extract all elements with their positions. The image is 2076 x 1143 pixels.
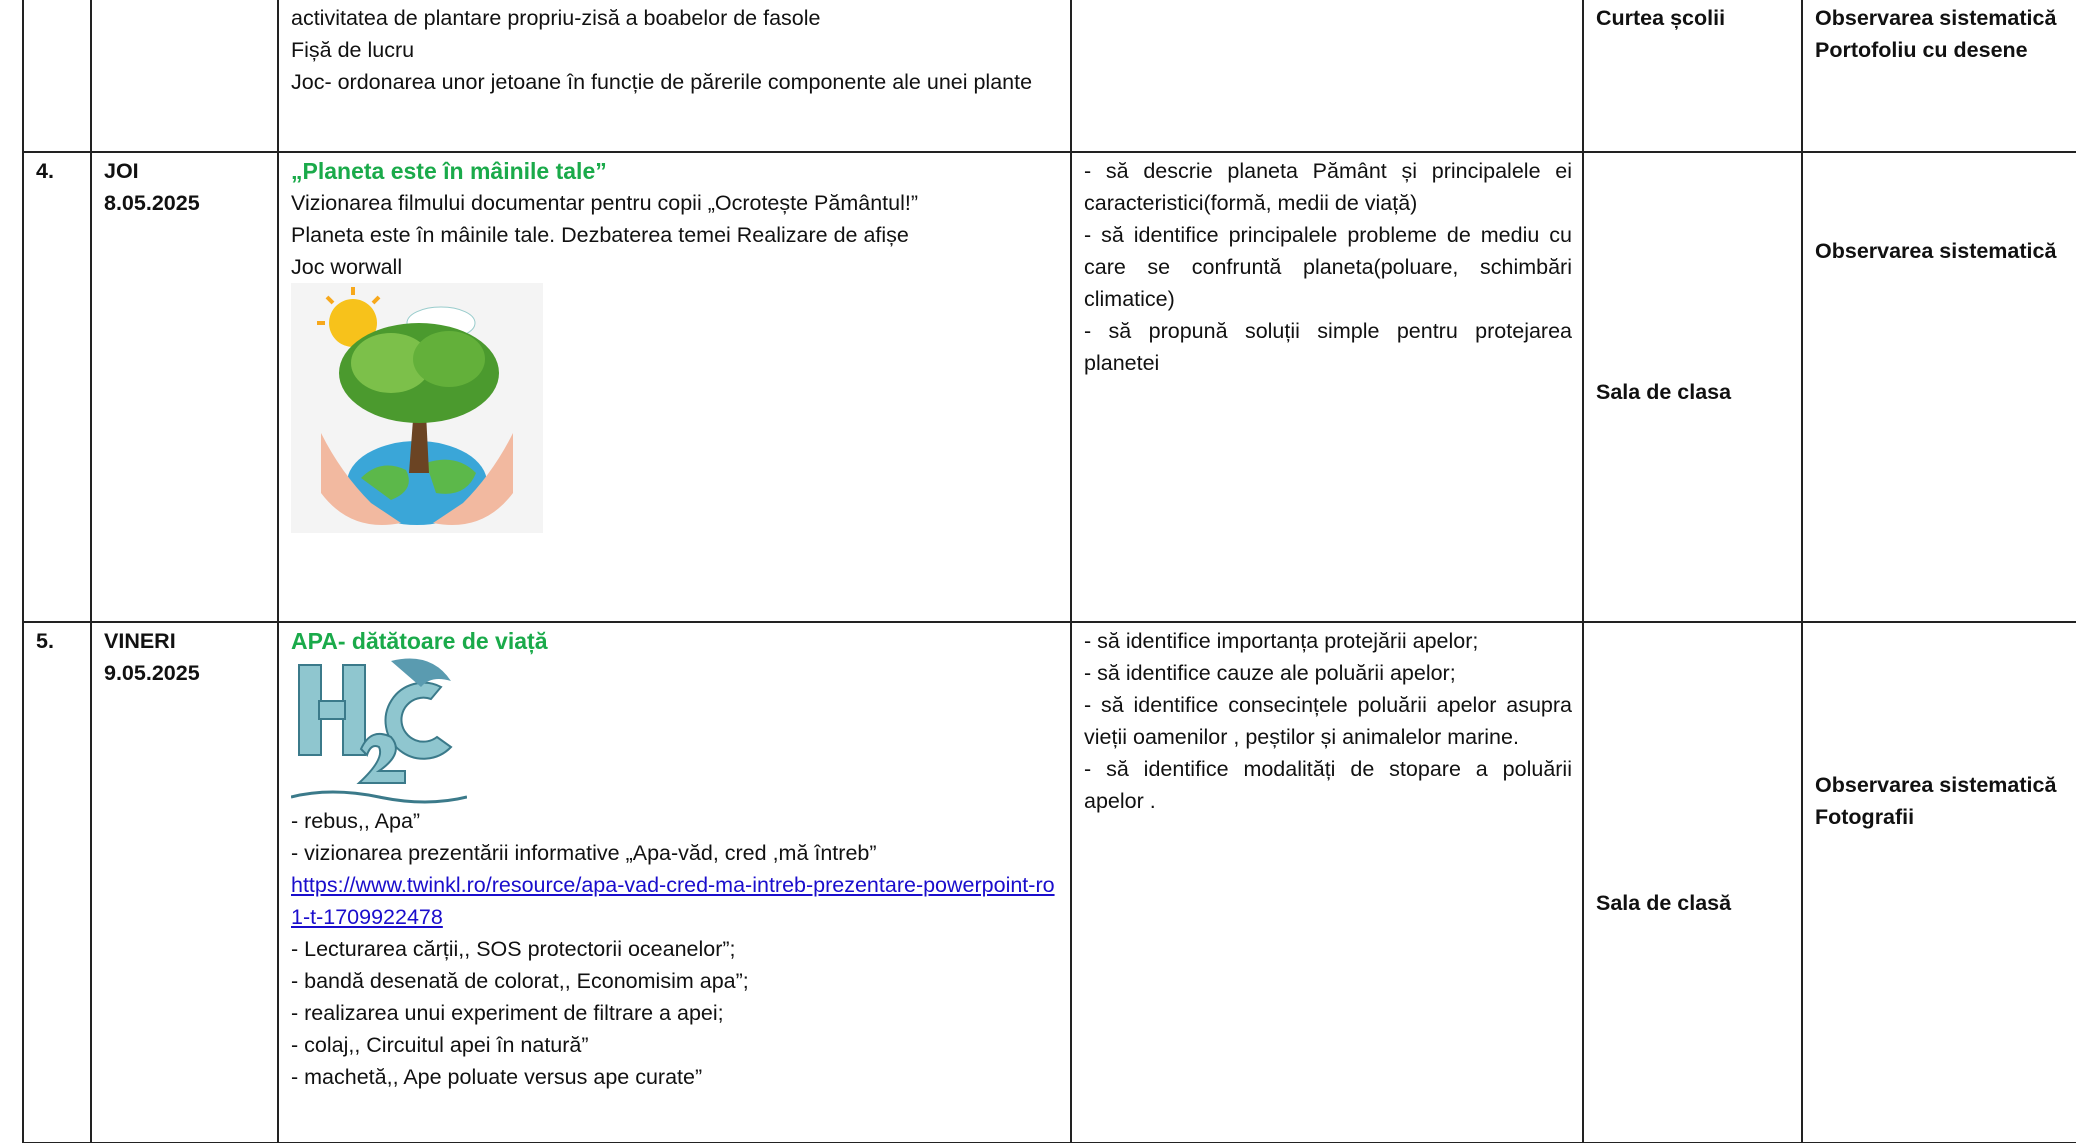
activity-line: - colaj,, Circuitul apei în natură” (291, 1033, 589, 1057)
location: Sala de clasa (1596, 380, 1732, 404)
planet-image (291, 283, 543, 533)
activity-line: Planeta este în mâinile tale. Dezbaterea… (291, 223, 909, 247)
activity-line: activitatea de plantare propriu-zisă a b… (291, 6, 821, 30)
objectives-cell: - să identifice importanța protejării ap… (1070, 621, 1584, 1143)
activity-line: Fișă de lucru (291, 38, 415, 62)
number-cell (22, 0, 92, 153)
activity-title: „Planeta este în mâinile tale” (291, 158, 607, 184)
objective: - să identifice cauze ale poluării apelo… (1084, 661, 1456, 685)
objectives-cell: - să descrie planeta Pământ și principal… (1070, 151, 1584, 623)
evaluation-cell: Observarea sistematică Portofoliu cu dese… (1801, 0, 2076, 153)
number-cell: 5. (22, 621, 92, 1143)
location: Sala de clasă (1596, 890, 1732, 915)
evaluation-cell: Observarea sistematică Fotografii (1801, 621, 2076, 1143)
number: 4. (36, 159, 54, 183)
activity-line: - rebus,, Apa” (291, 809, 421, 833)
location: Curtea școlii (1596, 6, 1726, 30)
activities-cell: „Planeta este în mâinile tale” Vizionarea… (277, 151, 1072, 623)
day: VINERI (104, 629, 176, 653)
activity-line: - machetă,, Ape poluate versus ape curat… (291, 1065, 703, 1089)
objective: - să identifice modalități de stopare a … (1084, 757, 1572, 813)
activity-title: APA- dătătoare de viață (291, 628, 548, 654)
activity-line: - Lecturarea cărții,, SOS protectorii oc… (291, 937, 736, 961)
objective: - să descrie planeta Pământ și principal… (1084, 159, 1572, 215)
row: activitatea de plantare propriu-zisă a b… (22, 0, 2076, 153)
location-cell: Sala de clasă (1582, 621, 1803, 1143)
row: 5. VINERI 9.05.2025 APA- dătătoare de viață… (22, 621, 2076, 1143)
row: 4. JOI 8.05.2025 „Planeta este în mâinile t… (22, 151, 2076, 623)
activities-cell: APA- dătătoare de viață - rebus,, Apa” - … (277, 621, 1072, 1143)
activity-line: Vizionarea filmului documentar pentru co… (291, 191, 918, 215)
objective: - să identifice principalele probleme de… (1084, 223, 1572, 311)
day-cell (90, 0, 279, 153)
evaluation: Fotografii (1815, 805, 1915, 829)
image-box (291, 657, 1060, 805)
image-box (291, 283, 1060, 533)
number-cell: 4. (22, 151, 92, 623)
evaluation: Observarea sistematică (1815, 6, 2057, 30)
evaluation-cell: Observarea sistematică (1801, 151, 2076, 623)
date: 8.05.2025 (104, 191, 200, 215)
evaluation: Observarea sistematică (1815, 239, 2057, 263)
location-cell: Sala de clasa (1582, 151, 1803, 623)
day: JOI (104, 159, 139, 183)
location-cell: Curtea școlii (1582, 0, 1803, 153)
table-wrap: activitatea de plantare propriu-zisă a b… (22, 0, 2076, 1143)
objectives-cell (1070, 0, 1584, 153)
activity-line: - realizarea unui experiment de filtrare… (291, 1001, 724, 1025)
objective: - să propună soluții simple pentru prote… (1084, 319, 1572, 375)
link[interactable]: https://www.twinkl.ro/resource/apa-vad-c… (291, 873, 1055, 929)
objective: - să identifice consecințele poluării ap… (1084, 693, 1572, 749)
activity-line: Joc worwall (291, 255, 403, 279)
objective: - să identifice importanța protejării ap… (1084, 629, 1479, 653)
day-cell: JOI 8.05.2025 (90, 151, 279, 623)
activities-cell: activitatea de plantare propriu-zisă a b… (277, 0, 1072, 153)
link-line: https://www.twinkl.ro/resource/apa-vad-c… (291, 869, 1060, 933)
evaluation: Portofoliu cu desene (1815, 38, 2028, 62)
plan-table: activitatea de plantare propriu-zisă a b… (22, 0, 2076, 1143)
activity-line: - vizionarea prezentării informative „Ap… (291, 841, 877, 865)
water-image (291, 657, 467, 805)
evaluation: Observarea sistematică (1815, 773, 2057, 797)
number: 5. (36, 629, 54, 653)
activity-line: - bandă desenată de colorat,, Economisim… (291, 969, 749, 993)
day-cell: VINERI 9.05.2025 (90, 621, 279, 1143)
date: 9.05.2025 (104, 661, 200, 685)
activity-line: Joc- ordonarea unor jetoane în funcție d… (291, 70, 1033, 94)
